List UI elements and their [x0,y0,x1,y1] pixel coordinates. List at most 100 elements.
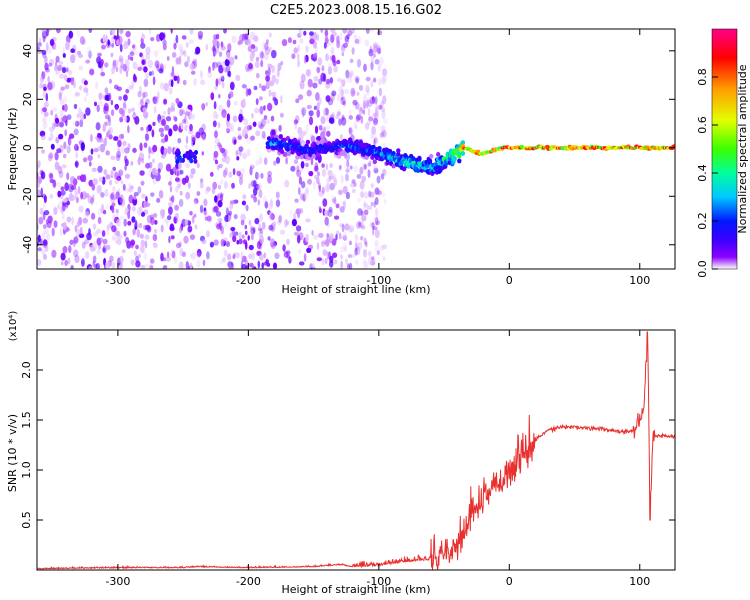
spectrogram-noise-cell [40,76,44,83]
spectrogram-noise-cell [99,143,106,153]
spectrogram-noise-cell [216,164,220,171]
spectrogram-noise-cell [91,167,97,172]
spectrogram-noise-cell [69,176,76,184]
spectrogram-noise-cell [97,216,102,225]
spectrogram-noise-cell [316,33,320,41]
spectrogram-noise-cell [298,94,304,100]
spectrogram-noise-cell [268,89,272,97]
spectrogram-noise-cell [220,193,223,202]
spectrogram-noise-cell [322,249,328,256]
spectrogram-noise-cell [220,259,224,264]
spectrogram-noise-cell [222,169,227,178]
spectrogram-noise-cell [182,119,186,124]
spectrogram-noise-cell [351,188,356,194]
spectrogram-noise-cell [138,64,144,71]
spectrogram-noise-cell [104,95,108,101]
spectrogram-noise-cell [250,225,254,231]
spectrogram-noise-cell [62,53,66,58]
spectrogram-noise-cell [172,166,177,172]
x-tick-label: -200 [236,274,261,287]
spectrogram-noise-cell [70,54,76,64]
spectrogram-noise-cell [188,129,194,135]
spectrogram-noise-cell [99,237,104,243]
spectrogram-noise-cell [165,163,171,172]
spectrogram-noise-cell [329,182,335,191]
spectrogram-noise-cell [240,251,244,260]
spectrogram-noise-cell [326,222,331,228]
spectrogram-noise-cell [218,51,223,57]
spectrogram-y-label: Frequency (Hz) [6,108,19,191]
spectrogram-noise-cell [303,253,307,262]
spectrogram-noise-cell [336,111,341,116]
spectrogram-noise-cell [343,161,349,170]
spectrogram-noise-cell [242,98,246,106]
spectrogram-noise-cell [245,265,249,269]
spectrogram-noise-cell [187,225,193,233]
spectrogram-noise-cell [163,82,169,92]
spectrogram-noise-cell [227,43,232,53]
spectrogram-noise-cell [63,103,68,112]
spectrogram-noise-cell [98,243,101,250]
spectrogram-noise-cell [52,107,58,112]
spectrogram-track-cell [391,163,396,169]
spectrogram-noise-cell [206,215,212,222]
spectrogram-noise-cell [353,34,358,40]
spectrogram-noise-cell [371,95,375,101]
spectrogram-noise-cell [370,56,375,63]
spectrogram-noise-cell [347,75,353,84]
spectrogram-noise-cell [372,44,378,53]
spectrogram-noise-cell [220,41,224,48]
spectrogram-noise-cell [344,223,350,231]
spectrogram-noise-cell [312,262,315,269]
spectrogram-noise-cell [299,208,304,214]
spectrogram-noise-cell [253,187,258,196]
spectrogram-noise-cell [139,142,143,151]
spectrogram-noise-cell [122,140,127,146]
spectrogram-noise-cell [365,99,369,109]
spectrogram-track-cell [457,158,462,164]
spectrogram-noise-cell [125,187,129,193]
spectrogram-noise-cell [179,176,183,186]
spectrogram-noise-cell [109,255,114,262]
spectrogram-noise-cell [344,35,349,43]
spectrogram-track-cell [271,145,276,151]
spectrogram-noise-cell [181,177,187,185]
spectrogram-noise-cell [234,252,240,259]
spectrogram-noise-cell [239,150,242,157]
spectrogram-noise-cell [111,202,116,207]
spectrogram-noise-cell [351,253,356,258]
spectrogram-noise-cell [137,101,142,109]
spectrogram-noise-cell [139,205,143,214]
spectrogram-noise-cell [123,94,128,102]
spectrogram-noise-cell [374,197,379,206]
spectrogram-noise-cell [264,201,269,209]
spectrogram-noise-cell [160,32,166,40]
spectrogram-noise-cell [374,229,380,239]
spectrogram-noise-cell [110,109,115,117]
spectrogram-noise-cell [253,180,257,188]
spectrogram-noise-cell [124,173,131,179]
spectrogram-noise-cell [216,61,222,68]
spectrogram-noise-cell [95,263,100,269]
spectrogram-noise-cell [217,142,222,148]
spectrogram-noise-cell [251,233,254,241]
spectrogram-noise-cell [100,66,104,74]
spectrogram-noise-cell [56,29,61,34]
spectrogram-noise-cell [145,46,151,55]
spectrogram-noise-cell [173,42,177,50]
spectrogram-y-ticks: -40 -20 0 20 40 [21,44,675,254]
spectrogram-noise-cell [177,137,182,144]
spectrogram-noise-cell [107,129,111,135]
spectrogram-noise-cell [324,257,328,265]
spectrogram-noise-cell [181,251,186,258]
spectrogram-noise-cell [95,122,101,131]
spectrogram-noise-cell [224,214,230,223]
spectrogram-noise-cell [257,183,262,191]
spectrogram-noise-cell [175,34,179,44]
spectrogram-noise-cell [325,238,330,247]
spectrogram-noise-cell [220,225,225,235]
spectrogram-noise-cell [165,116,172,122]
spectrogram-noise-cell [191,252,196,260]
